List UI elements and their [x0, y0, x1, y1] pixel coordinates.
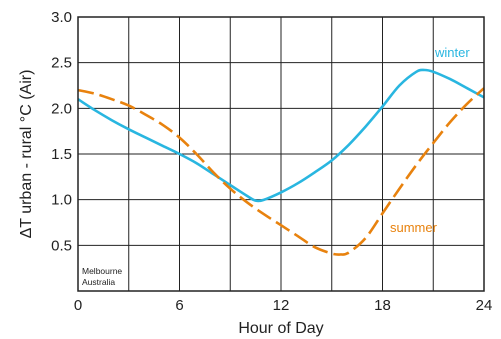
series-group	[77, 68, 485, 256]
series-line-summer	[77, 87, 485, 256]
x-tick-label: 12	[273, 297, 290, 314]
series-line-winter	[77, 68, 485, 203]
y-axis-label: ΔT urban - rural °C (Air)	[18, 70, 35, 239]
location-note-line-1: Melbourne	[82, 266, 122, 276]
grid	[78, 17, 484, 291]
y-tick-label: 1.5	[51, 146, 72, 163]
x-tick-label: 0	[74, 297, 82, 314]
plot-frame	[77, 16, 485, 292]
x-axis-label: Hour of Day	[238, 320, 323, 337]
y-tick-label: 2.0	[51, 100, 72, 117]
location-note-line-2: Australia	[82, 277, 115, 287]
series-label-summer: summer	[390, 220, 438, 235]
x-tick-label: 6	[175, 297, 183, 314]
y-tick-labels: 0.5 1.0 1.5 2.0 2.5 3.0	[51, 9, 72, 254]
y-tick-label: 0.5	[51, 237, 72, 254]
x-tick-label: 24	[476, 297, 493, 314]
x-tick-label: 18	[374, 297, 391, 314]
y-tick-label: 3.0	[51, 9, 72, 26]
y-tick-label: 1.0	[51, 192, 72, 209]
x-tick-labels: 0 6 12 18 24	[74, 297, 493, 314]
y-tick-label: 2.5	[51, 55, 72, 72]
series-label-winter: winter	[434, 45, 470, 60]
